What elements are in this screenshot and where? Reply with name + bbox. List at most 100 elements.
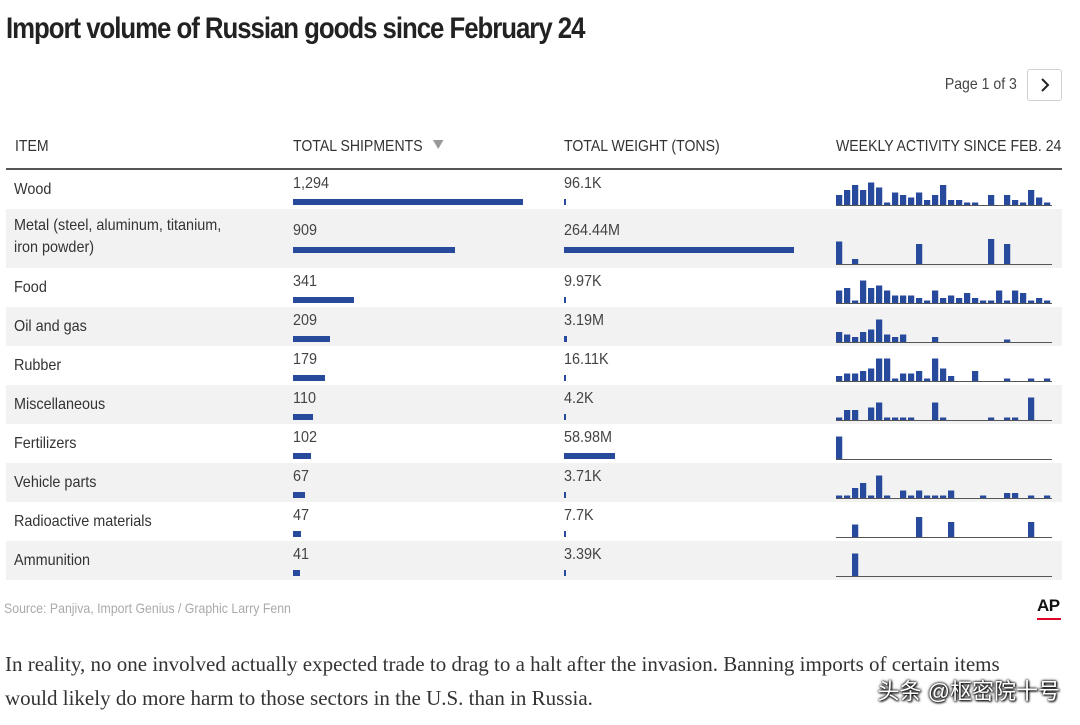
shipments-value: 47 (293, 507, 310, 524)
table-row: Radioactive materials 47 7.7K (6, 502, 1062, 541)
row-item-label: Vehicle parts (14, 474, 97, 491)
column-header-activity[interactable]: WEEKLY ACTIVITY SINCE FEB. 24 (836, 138, 1062, 155)
weekly-activity-bar (852, 488, 859, 498)
sort-descending-icon (433, 140, 444, 149)
weekly-activity-bar (1036, 298, 1043, 303)
weight-bar (564, 453, 616, 459)
weekly-activity-bar (876, 187, 883, 205)
weekly-activity-bar (876, 285, 883, 303)
weekly-activity-bar (844, 410, 851, 420)
weekly-activity-bar (1012, 417, 1019, 420)
weight-bar (564, 492, 566, 498)
weekly-activity-bar (860, 371, 867, 381)
weekly-activity-bar (844, 190, 851, 205)
table-row: Vehicle parts 67 3.71K (6, 463, 1062, 502)
chevron-right-icon (1040, 78, 1049, 92)
watermark: 头条 @枢密院十号 (877, 679, 1060, 704)
weekly-activity-bar (932, 358, 939, 381)
shipments-bar (293, 336, 331, 342)
shipments-value: 110 (293, 390, 316, 407)
weight-bar (564, 570, 566, 576)
column-header-shipments[interactable]: TOTAL SHIPMENTS (293, 138, 444, 156)
shipments-bar (293, 247, 455, 253)
weekly-activity-bar (1044, 300, 1051, 303)
weekly-activity-bar (876, 475, 883, 498)
weekly-activity-bar (1028, 397, 1035, 420)
column-header-item[interactable]: ITEM (15, 138, 49, 155)
weekly-activity-bar (884, 417, 891, 420)
weekly-activity-bar (836, 495, 843, 498)
weekly-activity-bar (1036, 197, 1043, 205)
weekly-activity-bar (1044, 495, 1051, 498)
row-item-label: Oil and gas (14, 318, 87, 335)
column-header-weight[interactable]: TOTAL WEIGHT (TONS) (564, 138, 720, 155)
shipments-bar (293, 297, 354, 303)
weekly-activity-bar (868, 288, 875, 303)
weekly-activity-bar (924, 495, 931, 498)
shipments-value: 41 (293, 546, 310, 563)
data-table: ITEM TOTAL SHIPMENTS TOTAL WEIGHT (TONS)… (6, 130, 1062, 580)
weekly-activity-bar (1004, 339, 1011, 342)
weekly-activity-bar (884, 290, 891, 303)
weekly-activity-bar (868, 407, 875, 420)
weekly-activity-bar (916, 517, 923, 537)
weekly-activity-bar (900, 295, 907, 303)
weight-value: 7.7K (564, 507, 594, 524)
table-row: Metal (steel, aluminum, titanium, iron p… (6, 209, 1062, 268)
shipments-bar (293, 492, 305, 498)
weight-value: 4.2K (564, 390, 594, 407)
weekly-activity-bar (892, 378, 899, 381)
table-row: Fertilizers 102 58.98M (6, 424, 1062, 463)
weekly-activity-bar (1012, 200, 1019, 205)
weekly-activity-bar (908, 417, 915, 420)
ap-logo[interactable]: AP (1037, 596, 1063, 620)
next-page-button[interactable] (1027, 69, 1062, 101)
weekly-activity-bar (916, 244, 923, 264)
weekly-activity-bar (836, 376, 843, 381)
weekly-activity-bar (932, 195, 939, 205)
weekly-activity-bar (1028, 522, 1035, 537)
weekly-activity-bar (1004, 244, 1011, 264)
weekly-activity-bar (836, 436, 843, 459)
shipments-bar (293, 570, 301, 576)
table-row: Ammunition 41 3.39K (6, 541, 1062, 580)
weekly-activity-bar (852, 373, 859, 381)
weekly-activity-bar (900, 195, 907, 205)
weight-value: 16.11K (564, 351, 609, 368)
weekly-activity-bar (1004, 300, 1011, 303)
row-item-label: Radioactive materials (14, 513, 152, 530)
weekly-activity-bar (988, 417, 995, 420)
table-row: Rubber 179 16.11K (6, 346, 1062, 385)
weight-value: 3.19M (564, 312, 605, 329)
column-header-shipments-label: TOTAL SHIPMENTS (293, 138, 423, 155)
row-item-label: Metal (steel, aluminum, titanium, iron p… (14, 217, 222, 256)
weekly-activity-bar (916, 490, 923, 498)
weekly-activity-bar (844, 373, 851, 381)
row-item-label: Wood (14, 181, 52, 198)
weekly-activity-bar (1044, 378, 1051, 381)
weekly-activity-bar (964, 202, 971, 205)
weekly-activity-sparkline (836, 553, 1052, 577)
shipments-value: 102 (293, 429, 318, 446)
weekly-activity-bar (844, 495, 851, 498)
weekly-activity-bar (836, 290, 843, 303)
weekly-activity-bar (940, 185, 947, 205)
weekly-activity-sparkline (836, 436, 1052, 460)
shipments-value: 179 (293, 351, 318, 368)
weekly-activity-bar (852, 259, 859, 264)
weekly-activity-bar (908, 495, 915, 498)
shipments-bar (293, 414, 313, 420)
weekly-activity-bar (836, 241, 843, 264)
weekly-activity-bar (1004, 493, 1011, 498)
weekly-activity-sparkline (836, 475, 1052, 499)
weekly-activity-bar (1028, 495, 1035, 498)
weekly-activity-bar (908, 197, 915, 205)
row-item-label: Ammunition (14, 552, 91, 569)
table-row: Oil and gas 209 3.19M (6, 307, 1062, 346)
weekly-activity-bar (932, 402, 939, 420)
shipments-bar (293, 375, 325, 381)
shipments-value: 341 (293, 273, 318, 290)
weekly-activity-bar (940, 368, 947, 381)
weekly-activity-bar (1012, 493, 1019, 498)
weight-bar (564, 247, 794, 253)
